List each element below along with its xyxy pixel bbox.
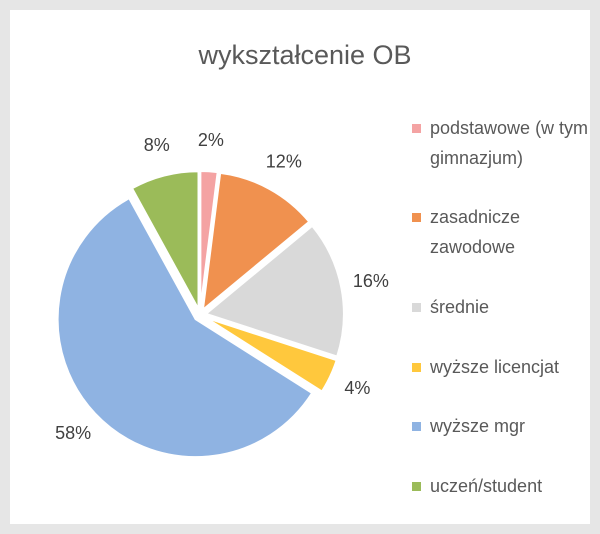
legend-label: średnie — [430, 297, 490, 318]
data-label: 12% — [266, 151, 302, 171]
data-label: 8% — [144, 135, 170, 155]
legend-item: zasadnicze zawodowe — [412, 202, 592, 262]
legend-item: średnie — [412, 292, 592, 322]
data-label: 58% — [55, 423, 91, 443]
data-label: 2% — [198, 130, 224, 150]
pie-slice — [204, 316, 338, 393]
legend-item: uczeń/student — [412, 471, 592, 501]
pie-slice — [199, 170, 219, 310]
legend-swatch — [412, 362, 421, 372]
pie-slice — [56, 196, 314, 459]
data-label: 4% — [344, 378, 370, 398]
legend-label: zasadnicze zawodowe — [430, 207, 521, 258]
legend-swatch — [412, 123, 421, 133]
legend-swatch — [412, 422, 421, 432]
legend-label: wyższe licencjat — [430, 356, 560, 377]
chart-title: wykształcenie OB — [197, 40, 411, 70]
data-label: 16% — [353, 271, 389, 291]
legend-item: wyższe licencjat — [412, 352, 592, 382]
pie-slice — [203, 224, 345, 358]
legend-label: uczeń/student — [430, 476, 543, 497]
pie-slice — [201, 171, 311, 313]
legend-swatch — [412, 482, 421, 492]
legend-item: wyższe mgr — [412, 411, 592, 441]
pie-slice — [130, 170, 200, 310]
legend: podstawowe (w tym gimnazjum) zasadnicze z… — [412, 98, 592, 516]
legend-label: podstawowe (w tym gimnazjum) — [430, 117, 589, 168]
legend-label: wyższe mgr — [430, 416, 526, 437]
legend-swatch — [412, 303, 421, 313]
legend-item: podstawowe (w tym gimnazjum) — [412, 113, 592, 173]
legend-swatch — [412, 213, 421, 223]
